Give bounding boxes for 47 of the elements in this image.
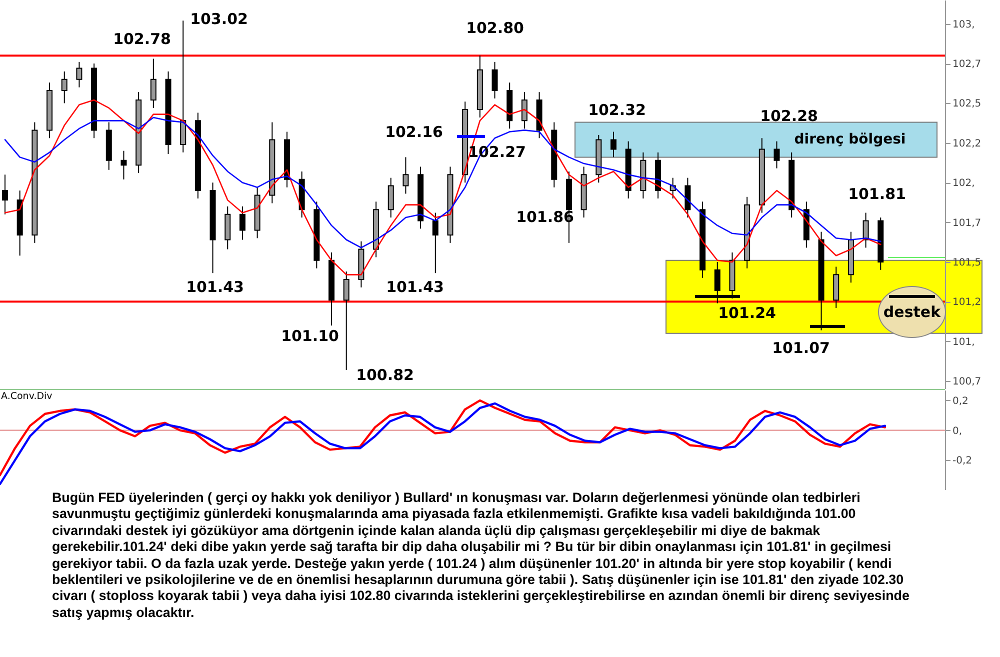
candlestick [239,206,246,240]
y-tick-label: 102, [952,178,975,190]
annotation: 103.02 [190,10,248,28]
annotation: 102.32 [588,101,646,119]
annotation: destek [882,303,942,321]
annotation: 101.43 [186,278,244,296]
annotation: 102.80 [466,19,524,37]
y-tick-label: 0,2 [952,396,968,407]
candlestick [714,261,720,304]
annotation: 102.28 [760,107,818,125]
chart-title: A.Conv.Div [1,391,53,402]
y-tick-label: 0, [952,426,962,437]
annotation: 101.07 [772,339,830,357]
y-tick-label: 102,7 [952,59,982,70]
candlestick [388,177,394,218]
candlestick [862,212,869,248]
band-label: direnç bölgesi [794,132,906,148]
candlestick [402,156,409,194]
candlestick [150,58,156,108]
y-tick-label: 101,2 [952,297,982,308]
y-tick-label: 101, [952,336,975,348]
annotation: 101.24 [718,304,776,322]
annotation: 102.78 [113,30,171,48]
candlestick [774,140,780,169]
y-tick-label: 101,7 [952,218,982,229]
y-tick-label: -0,2 [952,456,972,467]
y-tick-label: 102,5 [952,98,982,110]
candlestick [684,177,691,218]
candlestick [61,70,68,104]
candlestick [120,150,127,180]
candlestick [76,61,82,88]
candlestick [343,271,350,370]
candlestick [2,174,8,215]
y-tick-label: 100,7 [952,376,982,388]
candlestick [521,92,528,130]
candlestick [432,212,438,274]
y-tick-label: 102,2 [952,138,982,150]
y-tick-label: 103, [952,19,975,30]
annotation: 101.10 [281,327,339,345]
annotation: 101.81 [848,185,906,203]
annotation: 101.43 [386,278,444,296]
candlestick [610,131,616,158]
annotation: 102.16 [385,123,443,141]
annotation: 100.82 [356,366,414,384]
annotation: Bugün FED üyelerinden ( gerçi oy hakkı yok deniliyor ) Bullard' ın konuşması var. Doların değerlenmesi yönünde olan tedbirleri savunmuştu geçtiğimiz günlerdeki konuşmalarında ama piyasada fazla etkilenmemişti. Grafikte kısa vadeli bakıldığında 101.00 civarındaki destek iyi gözüküyor ama dörtgenin içinde kalan alanda üçlü dip çalışması gerçekleşebilir mi diye de bakmak gerekebilir.101.24' deki dibe yakın yerde sağ tarafta bir dip daha oluşabilir mi ? Bu tür bir dibin onaylanması için 101.81' in geçilmesi gerekiyor tabii. O da fazla uzak yerde. Desteğe yakın yerde ( 101.24 ) alım düşünenler 101.20' in altında bir yere stop koyabilir ( kendi beklentileri ve psikolojilerine ve de en önemlisi hesaplarının durumuna göre tabii ). Satış düşünenler için ise 101.81' den ziyade 102.30 civarı ( stoploss koyarak tabii ) veya daha iyisi 102.80 civarında isteklerini gerçekleştirebilirse en azından önemli bir direnç seviyesinde satış yapmış olacaktır. [52,490,910,622]
candlestick [492,61,498,99]
candlestick [180,20,186,153]
